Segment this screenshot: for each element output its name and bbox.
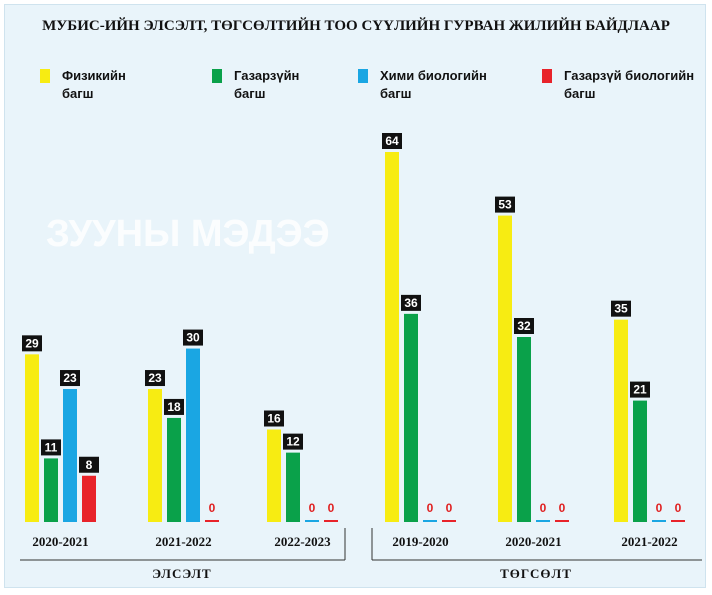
legend-label: Газарзүй биологийн багш [564, 68, 694, 101]
bar [186, 348, 200, 522]
category-label: 2020-2021 [505, 534, 561, 549]
data-label: 8 [86, 458, 93, 472]
legend-swatch [542, 69, 552, 83]
data-label-bg [401, 294, 421, 311]
category-label: 2021-2022 [621, 534, 677, 549]
data-label-bg [382, 133, 402, 149]
data-label-bg [183, 329, 203, 346]
category-label: 2021-2022 [155, 534, 211, 549]
data-label-bg [264, 410, 284, 427]
legend-swatch [358, 69, 368, 83]
bar [423, 520, 437, 522]
group-label: ЭЛСЭЛТ [152, 566, 211, 581]
data-label: 0 [656, 501, 663, 515]
data-label: 35 [614, 302, 628, 316]
watermark: ЗУУНЫ МЭДЭЭ [46, 213, 330, 255]
data-label-bg [514, 318, 534, 334]
bar [63, 389, 77, 522]
legend-swatch [40, 69, 50, 83]
data-label-bg [630, 381, 650, 398]
data-label: 0 [559, 501, 566, 515]
data-label: 0 [209, 501, 216, 515]
data-label: 36 [404, 296, 418, 310]
data-label-bg [164, 398, 184, 415]
bar [614, 319, 628, 522]
data-label-bg [611, 300, 631, 317]
data-label-bg [495, 196, 515, 213]
data-label: 12 [286, 435, 300, 449]
bar [205, 520, 219, 522]
data-label: 0 [309, 501, 316, 515]
data-label: 23 [63, 371, 77, 385]
data-label: 11 [45, 440, 58, 454]
bar [286, 452, 300, 522]
bar [148, 389, 162, 522]
data-label: 53 [498, 198, 512, 212]
category-label: 2022-2023 [274, 534, 331, 549]
data-label: 30 [186, 331, 200, 345]
data-label: 0 [540, 501, 547, 515]
chart-frame [4, 4, 706, 588]
category-label: 2020-2021 [32, 534, 88, 549]
legend-swatch [212, 69, 222, 83]
bar [633, 400, 647, 522]
data-label: 64 [385, 134, 399, 148]
data-label: 0 [328, 501, 335, 515]
bar [305, 520, 319, 522]
bar [385, 152, 399, 522]
data-label: 29 [25, 336, 39, 350]
bar [517, 337, 531, 522]
bar [671, 520, 685, 522]
data-label-bg [41, 439, 61, 456]
bar [652, 520, 666, 522]
bar [404, 313, 418, 522]
legend-label: Физикийн багш [62, 68, 126, 101]
data-label: 0 [427, 501, 434, 515]
bar [536, 520, 550, 522]
bar [44, 458, 58, 522]
data-label: 23 [148, 371, 162, 385]
data-label: 21 [633, 383, 647, 397]
group-label: ТӨГСӨЛТ [500, 566, 572, 581]
data-label-bg [22, 335, 42, 352]
data-label: 0 [675, 501, 682, 515]
legend: Физикийн багш Газарзүйн багш Хими биологийн б… [40, 68, 694, 101]
data-label: 18 [167, 400, 181, 414]
data-label: 0 [446, 501, 453, 515]
legend-label: Газарзүйн багш [234, 68, 299, 101]
data-label-bg [145, 370, 165, 387]
bar [555, 520, 569, 522]
bar [324, 520, 338, 522]
category-label: 2019-2020 [392, 534, 448, 549]
bar [498, 215, 512, 522]
bar [25, 354, 39, 522]
bar [442, 520, 456, 522]
bar [267, 429, 281, 522]
bar [82, 475, 96, 522]
data-label: 32 [517, 319, 531, 333]
chart-title: МУБИС-ИЙН ЭЛСЭЛТ, ТӨГСӨЛТИЙН ТОО СҮҮЛИЙН… [42, 17, 670, 34]
data-label-bg [283, 433, 303, 450]
data-label-bg [60, 370, 80, 387]
legend-label: Хими биологийн багш [380, 68, 487, 101]
data-label: 16 [267, 412, 281, 426]
bar [167, 417, 181, 522]
data-label-bg [79, 456, 99, 473]
